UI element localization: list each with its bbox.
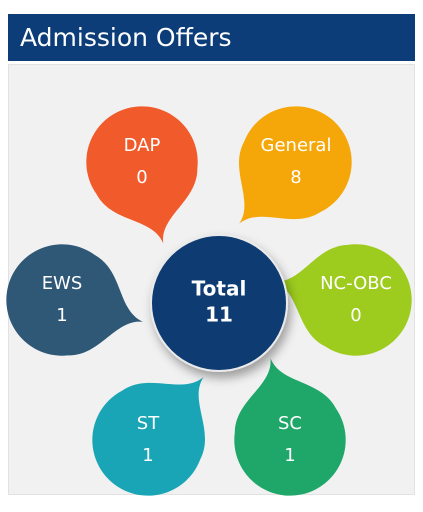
petal-label: EWS bbox=[42, 273, 83, 294]
petal bbox=[6, 244, 144, 356]
petals: DAP 0 General 8 NC-OBC 0 SC 1 ST 1 EWS 1 bbox=[6, 106, 412, 496]
petal bbox=[86, 106, 198, 244]
petal bbox=[92, 376, 205, 496]
petal-label: General bbox=[261, 135, 332, 156]
header-bar bbox=[8, 14, 415, 61]
center-value: 11 bbox=[205, 303, 233, 327]
petal-value: 8 bbox=[290, 167, 301, 188]
petal bbox=[274, 244, 412, 356]
petal-value: 1 bbox=[284, 445, 295, 466]
center-circle bbox=[150, 234, 288, 372]
petal-label: SC bbox=[278, 413, 302, 434]
petal-label: NC-OBC bbox=[320, 273, 392, 294]
petal bbox=[234, 358, 346, 496]
petal-value: 1 bbox=[142, 445, 153, 466]
petal-label: ST bbox=[137, 413, 160, 434]
petal bbox=[239, 106, 352, 224]
petal-value: 0 bbox=[136, 167, 147, 188]
petal-label: DAP bbox=[124, 135, 161, 156]
petal-value: 0 bbox=[350, 305, 361, 326]
petal-value: 1 bbox=[56, 305, 67, 326]
header-title: Admission Offers bbox=[20, 23, 232, 52]
center-label: Total bbox=[192, 277, 247, 301]
